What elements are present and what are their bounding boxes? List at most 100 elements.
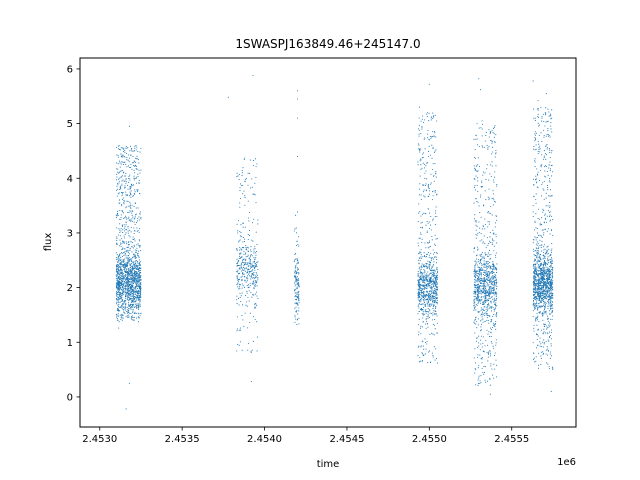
data-point: [545, 305, 547, 307]
data-point: [424, 281, 426, 283]
data-point: [296, 286, 298, 288]
data-point: [239, 246, 241, 248]
data-point: [134, 157, 136, 159]
data-point: [417, 288, 419, 290]
data-point: [239, 258, 241, 260]
data-point: [124, 161, 126, 163]
data-point: [136, 271, 138, 273]
data-point: [481, 367, 483, 369]
data-point: [533, 284, 535, 286]
data-point: [484, 223, 486, 226]
data-point: [294, 296, 296, 298]
data-point: [129, 290, 131, 292]
data-point: [487, 263, 489, 265]
data-point: [543, 312, 545, 314]
data-point: [128, 316, 130, 318]
data-point: [434, 310, 436, 312]
data-point: [430, 173, 432, 175]
data-point: [138, 250, 140, 252]
data-point: [130, 288, 132, 291]
data-point: [488, 188, 490, 190]
data-point: [493, 264, 495, 266]
data-point: [118, 276, 120, 278]
data-point: [135, 279, 137, 281]
data-point: [551, 260, 553, 262]
data-point: [128, 175, 130, 177]
data-point: [485, 286, 487, 288]
data-point: [431, 136, 433, 138]
data-point: [546, 327, 548, 329]
data-point: [125, 304, 127, 306]
data-point: [421, 273, 423, 275]
data-point: [256, 243, 258, 245]
data-point: [477, 354, 479, 356]
data-point: [126, 291, 128, 293]
data-point: [426, 301, 428, 303]
data-point: [480, 382, 482, 384]
data-point: [545, 166, 548, 168]
data-point: [547, 120, 549, 122]
data-point: [435, 281, 437, 283]
data-point: [482, 371, 484, 373]
data-point: [475, 138, 477, 140]
data-point: [428, 120, 430, 122]
data-point: [544, 270, 546, 272]
data-point: [494, 222, 497, 224]
data-point: [484, 379, 486, 381]
data-point: [120, 300, 122, 303]
data-point: [538, 281, 540, 283]
data-point: [495, 305, 497, 307]
data-point: [135, 275, 137, 277]
data-point: [550, 304, 552, 306]
data-point: [434, 328, 436, 330]
data-point: [128, 270, 130, 272]
data-point: [542, 258, 544, 260]
data-point: [237, 232, 239, 234]
data-point: [130, 149, 132, 151]
data-point: [130, 303, 132, 306]
data-point: [491, 374, 494, 376]
data-point: [257, 223, 259, 225]
data-point: [533, 275, 535, 277]
data-point: [239, 202, 241, 204]
data-point: [239, 268, 241, 270]
data-point: [534, 286, 536, 289]
data-point: [435, 299, 437, 301]
data-point: [433, 293, 435, 295]
data-point: [120, 153, 122, 155]
data-point: [127, 263, 129, 265]
data-point: [125, 181, 127, 183]
data-point: [133, 267, 135, 270]
data-point: [419, 160, 421, 162]
data-point: [294, 302, 296, 304]
data-point: [534, 117, 536, 119]
data-point: [236, 248, 238, 250]
data-point: [244, 312, 246, 314]
data-point: [549, 312, 551, 315]
data-point: [418, 318, 420, 320]
data-point: [242, 226, 244, 228]
data-point: [244, 261, 246, 263]
data-point: [535, 304, 537, 307]
data-point: [249, 256, 251, 258]
data-point: [427, 362, 429, 364]
data-point: [136, 274, 138, 276]
data-point: [118, 303, 120, 305]
data-point: [122, 163, 124, 166]
data-point: [547, 147, 549, 149]
data-point: [493, 232, 495, 234]
data-point: [491, 342, 493, 344]
data-point: [137, 260, 139, 263]
data-point: [433, 175, 435, 177]
data-point: [484, 288, 486, 290]
data-point: [478, 298, 480, 301]
data-point: [138, 306, 140, 308]
data-point: [431, 236, 433, 238]
data-point: [483, 257, 485, 259]
data-point: [427, 187, 429, 189]
data-point: [129, 166, 131, 168]
data-point: [123, 293, 125, 295]
data-point: [135, 222, 138, 224]
data-point: [124, 307, 126, 309]
data-point: [479, 263, 481, 265]
